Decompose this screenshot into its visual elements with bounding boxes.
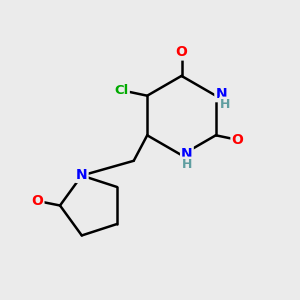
Text: H: H [182,158,192,171]
Text: O: O [232,133,243,147]
Text: N: N [215,87,227,101]
Text: O: O [32,194,44,208]
Text: N: N [76,168,88,182]
Text: N: N [181,147,193,160]
Text: H: H [220,98,231,111]
Text: O: O [176,46,188,59]
Text: Cl: Cl [115,84,129,97]
